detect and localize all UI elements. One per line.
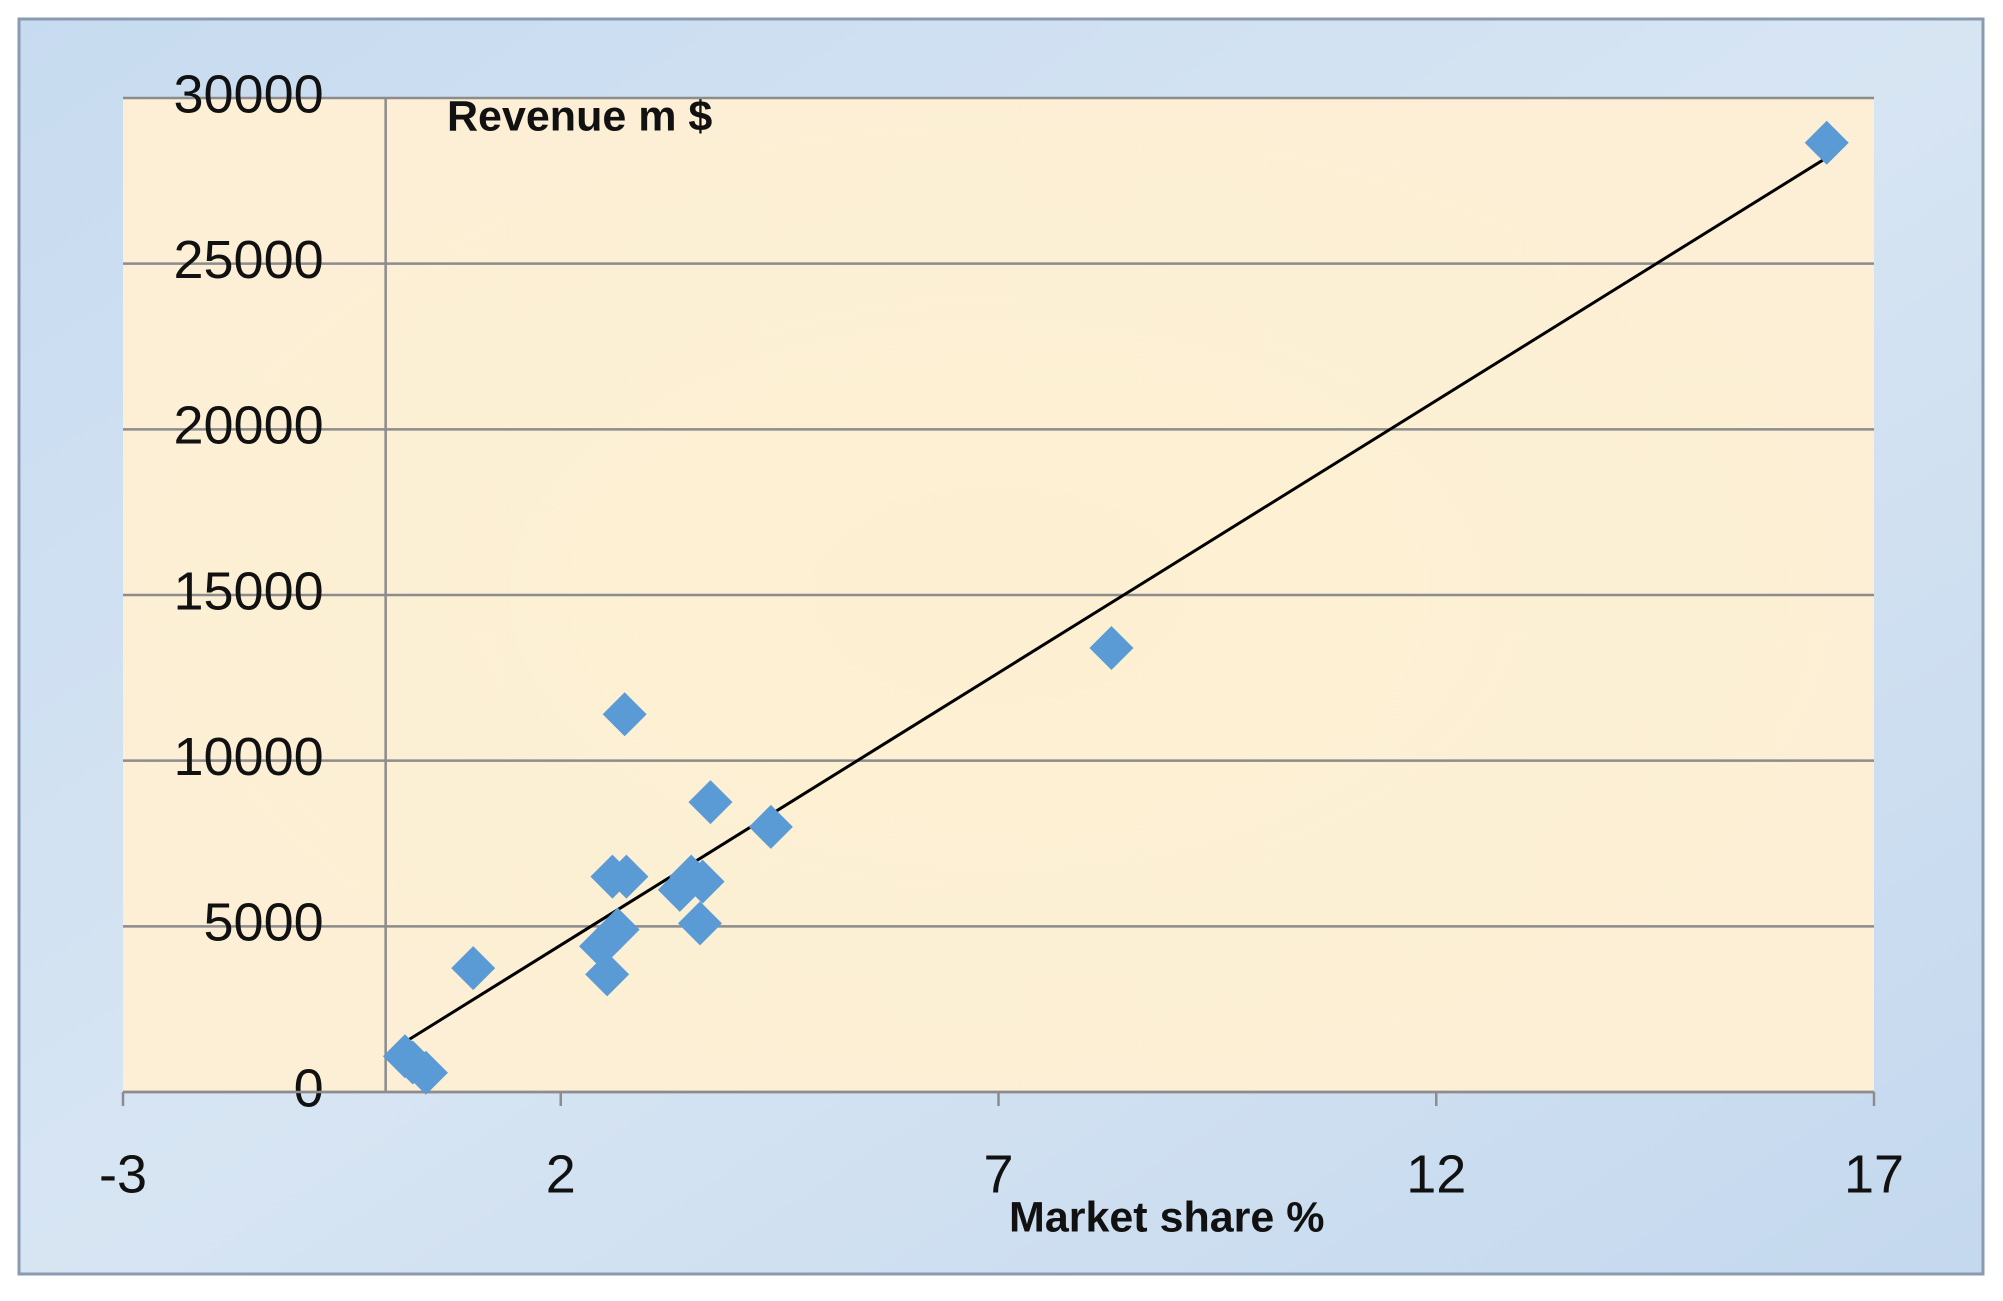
y-tick-label: 30000 [173,64,323,124]
data-point [657,867,702,912]
x-tick-label: 2 [546,1144,576,1204]
x-tick-label: -3 [99,1144,147,1204]
y-tick-label: 5000 [204,893,324,953]
x-tick-label: 7 [983,1144,1013,1204]
data-point [579,924,624,969]
y-tick-label: 10000 [173,727,323,787]
y-tick-label: 15000 [173,561,323,621]
y-tick-label: 0 [294,1058,324,1118]
data-point [1089,626,1134,671]
x-tick-label: 12 [1406,1144,1466,1204]
data-point [451,946,496,991]
y-tick-label: 20000 [173,396,323,456]
y-tick-label: 25000 [173,230,323,290]
data-point [688,780,733,825]
x-tick-label: 17 [1844,1144,1904,1204]
y-axis-title: Revenue m $ [447,92,712,140]
data-point [585,952,630,997]
data-point [403,1050,448,1095]
data-point [1804,120,1849,165]
data-point [602,692,647,737]
data-point [748,804,793,849]
x-axis-title: Market share % [1009,1193,1325,1241]
data-point [604,854,649,899]
data-point [677,901,722,946]
trendline [405,158,1825,1043]
